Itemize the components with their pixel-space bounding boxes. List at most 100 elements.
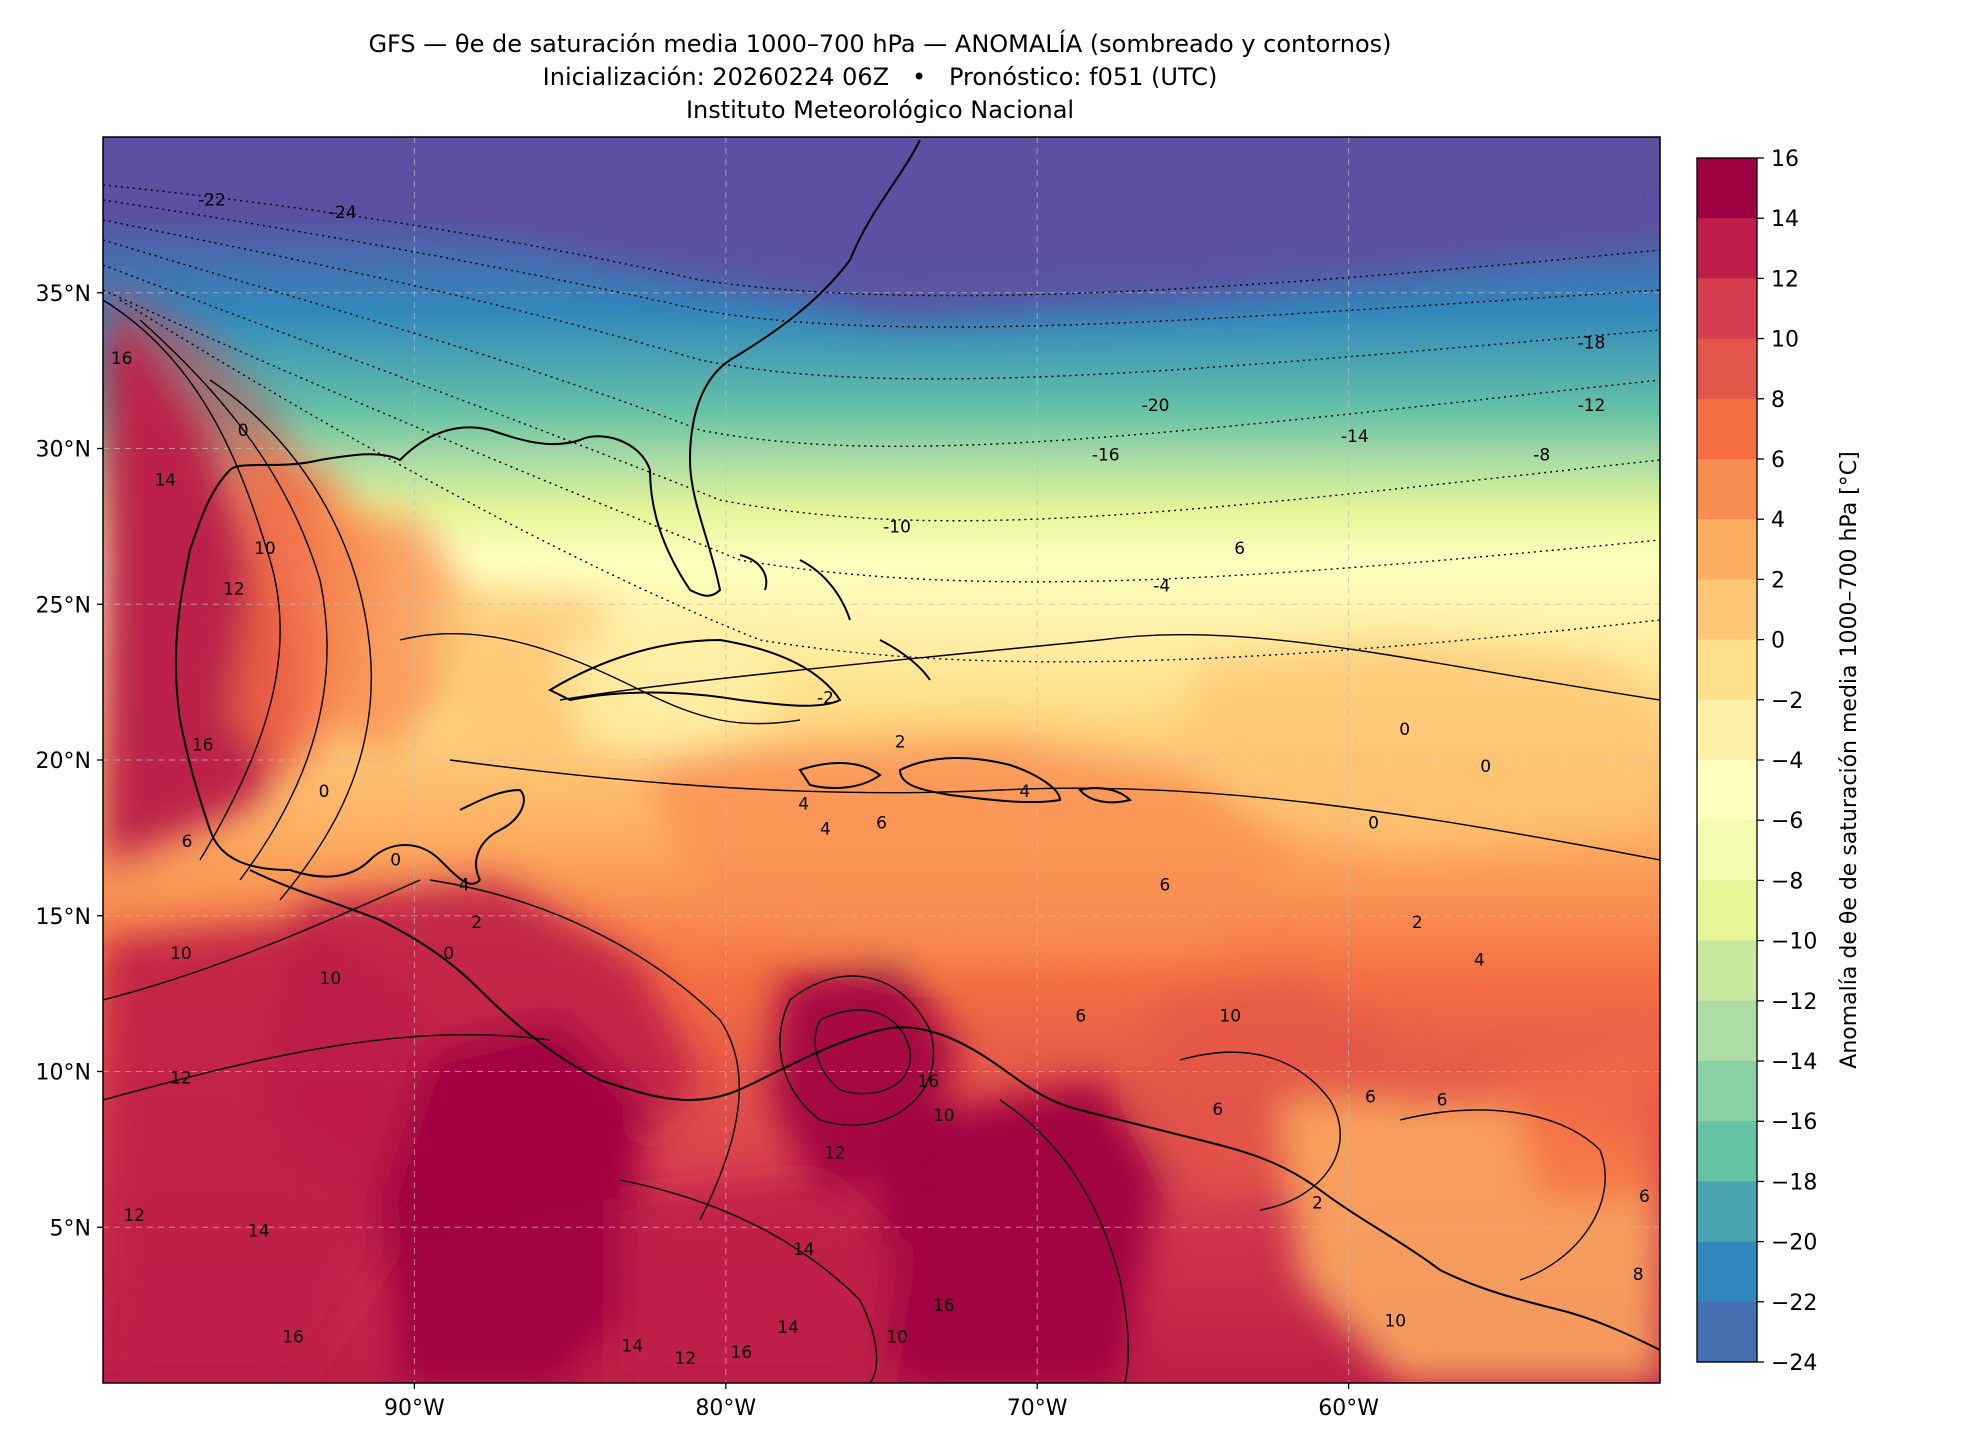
colorbar-swatch xyxy=(1697,760,1757,821)
lat-tick-label: 35°N xyxy=(36,282,91,307)
colorbar-tick-label: −24 xyxy=(1771,1351,1817,1376)
lon-tick-label: 60°W xyxy=(1318,1396,1379,1421)
contour-label: 12 xyxy=(223,580,245,600)
contour-label: 12 xyxy=(824,1143,846,1163)
contour-label: 16 xyxy=(282,1327,304,1347)
contour-label: 4 xyxy=(798,795,809,815)
colorbar-swatch xyxy=(1697,1241,1757,1303)
contour-label: 16 xyxy=(933,1296,955,1316)
contour-label: 14 xyxy=(248,1221,270,1241)
colorbar-tick-label: 2 xyxy=(1771,568,1785,593)
contour-label: 10 xyxy=(254,539,276,559)
colorbar-tick-label: −22 xyxy=(1771,1291,1817,1316)
contour-label: -16 xyxy=(1092,446,1120,466)
contour-label: 2 xyxy=(1412,913,1423,933)
colorbar-swatch xyxy=(1697,940,1757,1002)
colorbar-tick-label: 8 xyxy=(1771,388,1785,413)
colorbar-tick-label: 12 xyxy=(1771,267,1799,292)
contour-label: 2 xyxy=(471,913,482,933)
contour-label: 6 xyxy=(1159,876,1170,896)
contour-label: -24 xyxy=(329,203,357,223)
contour-label: 10 xyxy=(933,1106,955,1126)
colorbar-swatch xyxy=(1697,338,1757,400)
contour-label: 0 xyxy=(390,851,401,871)
colorbar-tick-label: 4 xyxy=(1771,508,1785,533)
coastlines xyxy=(174,139,1660,1351)
contour-label: 14 xyxy=(154,471,176,491)
contour-label: 6 xyxy=(1639,1187,1650,1207)
contour-label: 6 xyxy=(1212,1100,1223,1120)
contour-label: -22 xyxy=(198,190,226,210)
contour-label: 0 xyxy=(1399,720,1410,740)
colorbar-swatch xyxy=(1697,699,1757,761)
lon-tick-label: 80°W xyxy=(695,1396,756,1421)
contour-label: 2 xyxy=(1312,1193,1323,1213)
contour-label: 6 xyxy=(182,832,193,852)
contour-label: 6 xyxy=(1365,1087,1376,1107)
contour-label: 12 xyxy=(123,1206,145,1226)
colorbar-ticks: 16 14 12 10 8 6 4 2 0 −2 −4 −6 −8 −10 −12 −14 −16 −18 −20 −… xyxy=(1757,147,1817,1376)
contour-label: 10 xyxy=(1219,1006,1241,1026)
colorbar-swatch xyxy=(1697,459,1757,520)
contour-label: 0 xyxy=(1368,813,1379,833)
map-title-block: GFS — θe de saturación media 1000–700 hP… xyxy=(0,28,1760,127)
colorbar-tick-label: 0 xyxy=(1771,629,1785,654)
contour-label: 6 xyxy=(1437,1091,1448,1111)
anomaly-contours xyxy=(103,184,1660,1383)
colorbar-swatch xyxy=(1697,218,1757,279)
contour-label: 4 xyxy=(1019,782,1030,802)
lat-tick-label: 15°N xyxy=(36,905,91,930)
colorbar-swatch xyxy=(1697,398,1757,460)
colorbar-tick-label: 16 xyxy=(1771,147,1799,172)
contour-label: 0 xyxy=(319,782,330,802)
colorbar-swatches xyxy=(1697,158,1757,1363)
colorbar-swatch xyxy=(1697,1181,1757,1243)
contour-label: 14 xyxy=(793,1240,815,1260)
colorbar-tick-label: −18 xyxy=(1771,1170,1817,1195)
contour-label: 8 xyxy=(1633,1265,1644,1285)
title-line-3: Instituto Meteorológico Nacional xyxy=(685,96,1075,124)
colorbar-tick-label: −20 xyxy=(1771,1231,1817,1256)
contour-label: 16 xyxy=(731,1343,753,1363)
contour-label: 0 xyxy=(1480,757,1491,777)
contour-label: 6 xyxy=(876,813,887,833)
contour-label: 10 xyxy=(320,969,342,989)
colorbar: 16 14 12 10 8 6 4 2 0 −2 −4 −6 −8 −10 −12 −14 −16 −18 −20 −… xyxy=(1696,147,1862,1376)
longitude-axis: 90°W 80°W 70°W 60°W xyxy=(384,1383,1379,1421)
contour-label: 10 xyxy=(170,944,192,964)
contour-label: 12 xyxy=(674,1349,696,1369)
lat-tick-label: 5°N xyxy=(50,1216,91,1241)
latitude-axis: 35°N 30°N 25°N 20°N 15°N 10°N 5°N xyxy=(36,282,103,1241)
contour-label: -8 xyxy=(1533,446,1550,466)
colorbar-swatch xyxy=(1697,880,1757,942)
colorbar-swatch xyxy=(1697,1301,1757,1363)
lat-tick-label: 25°N xyxy=(36,593,91,618)
contour-label: 6 xyxy=(1234,539,1245,559)
colorbar-swatch xyxy=(1697,1061,1757,1122)
lat-tick-label: 20°N xyxy=(36,749,91,774)
colorbar-swatch xyxy=(1697,1121,1757,1182)
lat-tick-label: 10°N xyxy=(36,1061,91,1086)
contour-label: 14 xyxy=(777,1318,799,1338)
lat-tick-label: 30°N xyxy=(36,438,91,463)
contour-label: 0 xyxy=(443,944,454,964)
graticule xyxy=(103,137,1660,1383)
contour-label: 4 xyxy=(820,820,831,840)
colorbar-tick-label: −2 xyxy=(1771,689,1803,714)
contour-label: -14 xyxy=(1341,427,1369,447)
colorbar-swatch xyxy=(1697,519,1757,580)
colorbar-tick-label: −4 xyxy=(1771,749,1803,774)
contour-label: -20 xyxy=(1142,396,1170,416)
title-line-2: Inicialización: 20260224 06Z • Pronóstic… xyxy=(542,63,1218,91)
contour-label: -10 xyxy=(883,517,911,537)
colorbar-swatch xyxy=(1697,639,1757,701)
contour-label: -12 xyxy=(1578,396,1606,416)
contour-label: 6 xyxy=(1075,1006,1086,1026)
colorbar-tick-label: −12 xyxy=(1771,990,1817,1015)
contour-label: -2 xyxy=(817,689,834,709)
colorbar-swatch xyxy=(1697,820,1757,881)
contour-label: 14 xyxy=(622,1337,644,1357)
colorbar-swatch xyxy=(1697,579,1757,641)
